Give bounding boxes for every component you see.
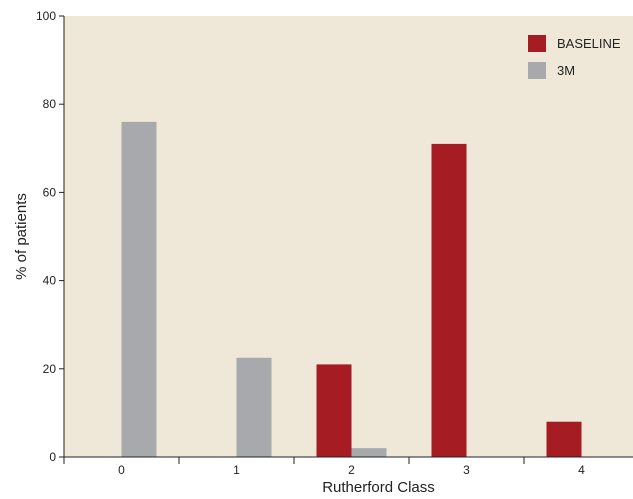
- y-tick-label: 80: [43, 97, 57, 111]
- x-tick-label: 4: [578, 463, 585, 477]
- bar-3m-1: [236, 357, 272, 457]
- legend-swatch: [528, 35, 546, 52]
- x-axis-title: Rutherford Class: [322, 479, 435, 496]
- y-tick-label: 100: [36, 9, 56, 23]
- bar-baseline-2: [316, 364, 352, 457]
- legend: BASELINE 3M: [528, 35, 621, 79]
- x-tick-label: 1: [233, 463, 240, 477]
- x-tick-label: 3: [463, 463, 470, 477]
- bar-baseline-3: [431, 143, 467, 457]
- bar-3m-2: [351, 448, 387, 457]
- y-tick-label: 40: [43, 274, 57, 288]
- x-tick-label: 2: [348, 463, 355, 477]
- legend-swatch: [528, 62, 546, 79]
- bar-baseline-4: [546, 421, 582, 457]
- y-tick-label: 60: [43, 185, 57, 199]
- bars-group: [121, 121, 582, 457]
- y-tick-label: 0: [49, 450, 56, 464]
- x-ticks-group: 0 1 2 3 4: [63, 457, 585, 477]
- y-ticks-group: 0 20 40 60 80 100: [36, 9, 64, 464]
- y-axis-title: % of patients: [13, 193, 30, 280]
- bar-3m-0: [121, 121, 157, 457]
- legend-label: 3M: [557, 63, 575, 78]
- legend-label: BASELINE: [557, 36, 621, 51]
- x-tick-label: 0: [118, 463, 125, 477]
- y-tick-label: 20: [43, 362, 57, 376]
